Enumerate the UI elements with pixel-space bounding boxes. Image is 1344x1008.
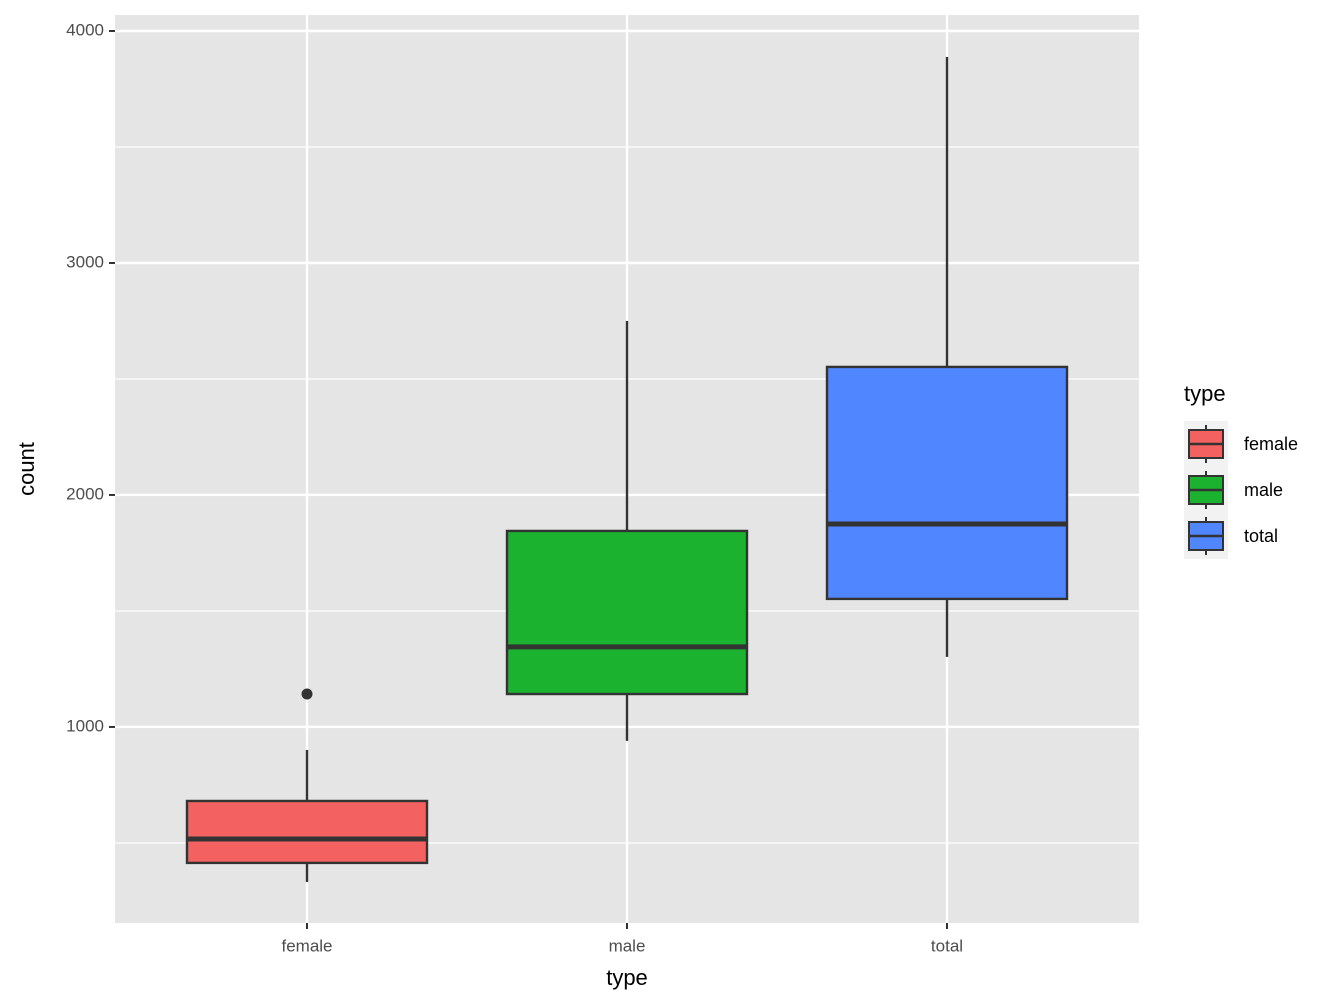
x-tick-label: male [609, 936, 646, 955]
x-tick-label: total [931, 936, 963, 955]
legend-label: total [1244, 526, 1278, 546]
x-tick-label: female [281, 936, 332, 955]
x-axis-title: type [606, 965, 648, 990]
y-axis-title: count [14, 442, 39, 496]
legend-label: male [1244, 480, 1283, 500]
y-tick-label: 2000 [66, 484, 104, 503]
box [185, 799, 429, 865]
y-tick-label: 4000 [66, 20, 104, 39]
y-tick-label: 3000 [66, 252, 104, 271]
box [505, 529, 749, 696]
legend-label: female [1244, 434, 1298, 454]
outlier [301, 688, 313, 700]
box [825, 365, 1069, 601]
y-tick-label: 1000 [66, 716, 104, 735]
legend-title: type [1184, 381, 1226, 406]
